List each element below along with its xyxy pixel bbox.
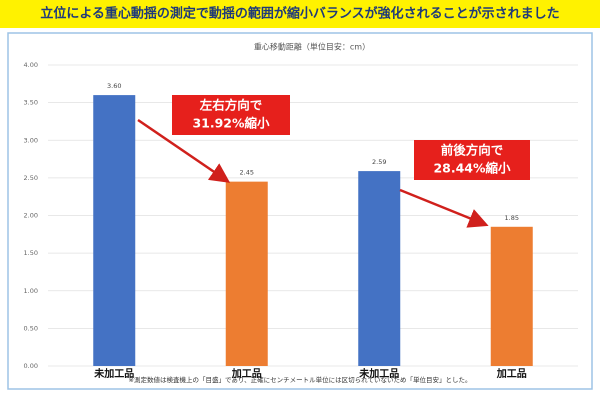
value-label: 1.85 <box>505 214 519 222</box>
arrow <box>399 188 489 228</box>
chart-title: 重心移動距離（単位目安：cm） <box>254 42 370 52</box>
y-tick-label: 1.00 <box>24 287 38 295</box>
y-tick-label: 3.50 <box>24 99 38 107</box>
annotation-text: 前後方向で <box>441 143 504 158</box>
annotation-box <box>172 95 290 135</box>
annotation-text: 28.44%縮小 <box>433 161 511 176</box>
y-tick-label: 4.00 <box>24 61 38 69</box>
annotation-text: 31.92%縮小 <box>192 116 270 131</box>
value-label: 2.45 <box>240 169 254 177</box>
y-tick-label: 1.50 <box>24 249 38 257</box>
y-tick-label: 0.00 <box>24 362 38 370</box>
x-tick-label: 未加工品 <box>358 367 399 380</box>
x-tick-label: 加工品 <box>496 367 527 380</box>
bar <box>225 181 268 366</box>
bar <box>93 95 136 366</box>
bar <box>358 171 401 366</box>
banner-bg <box>0 0 600 28</box>
y-tick-label: 2.50 <box>24 174 38 182</box>
y-tick-label: 2.00 <box>24 212 38 220</box>
y-tick-label: 0.50 <box>24 324 38 332</box>
arrow <box>137 118 231 183</box>
footnote: ※測定数値は検査機上の「目盛」であり、正確にセンチメートル単位には区切られていな… <box>129 375 472 384</box>
banner-title: 立位による重心動揺の測定で動揺の範囲が縮小バランスが強化されることが示されました <box>40 6 559 22</box>
y-tick-label: 3.00 <box>24 136 38 144</box>
annotation-text: 左右方向で <box>199 98 263 113</box>
x-tick-label: 未加工品 <box>93 367 134 380</box>
x-tick-label: 加工品 <box>231 367 262 380</box>
value-label: 2.59 <box>372 158 386 166</box>
annotation-box <box>414 140 530 180</box>
bar <box>490 226 533 366</box>
value-label: 3.60 <box>107 82 121 90</box>
